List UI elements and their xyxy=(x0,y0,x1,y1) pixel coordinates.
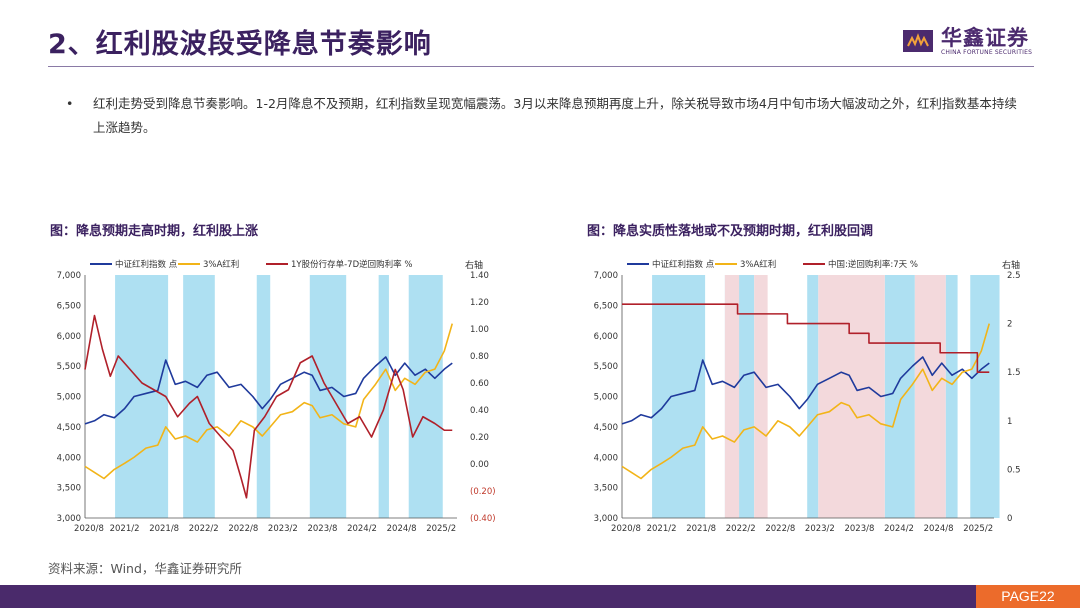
right-tick-label: 1.00 xyxy=(470,325,489,335)
x-tick-label: 2021/2 xyxy=(647,524,677,534)
legend-label-0: 中证红利指数 点 xyxy=(115,259,178,270)
right-tick-label: 2.5 xyxy=(1007,271,1021,281)
shaded-period-blue xyxy=(807,275,819,518)
x-tick-label: 2025/2 xyxy=(963,524,993,534)
series-line-1 xyxy=(84,323,454,480)
right-tick-label: 1 xyxy=(1007,417,1012,427)
shaded-period-blue xyxy=(378,275,389,518)
x-tick-label: 2021/8 xyxy=(686,524,716,534)
footer-bar xyxy=(0,585,1080,608)
shaded-period-blue xyxy=(945,275,958,518)
left-tick-label: 4,000 xyxy=(57,453,81,463)
left-tick-label: 5,000 xyxy=(57,393,81,403)
shaded-period-pink xyxy=(754,275,768,518)
right-tick-label: 0 xyxy=(1007,514,1012,524)
shaded-period-blue xyxy=(115,275,169,518)
x-tick-label: 2020/8 xyxy=(611,524,641,534)
right-tick-label: 2 xyxy=(1007,320,1012,330)
right-tick-label: 0.00 xyxy=(470,460,489,470)
brand-name-en: CHINA FORTUNE SECURITIES xyxy=(941,49,1033,56)
x-tick-label: 2024/8 xyxy=(924,524,954,534)
x-tick-label: 2023/8 xyxy=(844,524,874,534)
x-tick-label: 2023/2 xyxy=(805,524,835,534)
left-tick-label: 4,500 xyxy=(594,423,618,433)
shaded-period-blue xyxy=(256,275,271,518)
x-tick-label: 2022/8 xyxy=(228,524,258,534)
brand-logo: 华鑫证券 CHINA FORTUNE SECURITIES xyxy=(903,22,1043,60)
right-tick-label: 0.80 xyxy=(470,352,489,362)
chart-1: 3,000 3,500 4,000 4,500 5,000 5,500 6,000 6,500… xyxy=(57,259,496,534)
page-number: PAGE22 xyxy=(976,585,1080,608)
x-tick-label: 2024/8 xyxy=(387,524,417,534)
right-axis-label: 右轴 xyxy=(1002,259,1020,271)
page-title: 2、红利股波段受降息节奏影响 xyxy=(48,29,432,60)
x-tick-label: 2025/2 xyxy=(426,524,456,534)
left-tick-label: 6,000 xyxy=(594,332,618,342)
x-tick-label: 2023/8 xyxy=(307,524,337,534)
right-tick-label: 0.60 xyxy=(470,379,489,389)
right-tick-label: 0.5 xyxy=(1007,465,1021,475)
shaded-period-blue xyxy=(408,275,443,518)
shaded-period-blue xyxy=(309,275,347,518)
shaded-period-blue xyxy=(652,275,706,518)
left-tick-label: 6,500 xyxy=(57,301,81,311)
chart-2: 3,000 3,500 4,000 4,500 5,000 5,500 6,000 6,500… xyxy=(594,259,1021,534)
left-tick-label: 4,000 xyxy=(594,453,618,463)
left-tick-label: 3,500 xyxy=(594,484,618,494)
title-divider xyxy=(48,66,1034,67)
right-tick-label: 1.5 xyxy=(1007,368,1021,378)
series-line-2 xyxy=(84,314,453,499)
brand-mark-icon xyxy=(903,30,933,52)
legend-label-1: 3%A红利 xyxy=(740,259,776,270)
chart-1-title: 图：降息预期走高时期，红利股上涨 xyxy=(50,224,259,239)
right-tick-label: 0.20 xyxy=(470,433,489,443)
x-tick-label: 2020/8 xyxy=(74,524,104,534)
series-line-2 xyxy=(622,303,990,373)
x-tick-label: 2024/2 xyxy=(347,524,377,534)
summary-text: 红利走势受到降息节奏影响。1-2月降息不及预期，红利指数呈现宽幅震荡。3月以来降… xyxy=(93,96,1017,135)
shaded-period-blue xyxy=(884,275,915,518)
x-tick-label: 2022/2 xyxy=(189,524,219,534)
bullet-marker: • xyxy=(66,96,74,111)
brand-name: 华鑫证券 xyxy=(941,26,1029,50)
left-tick-label: 6,500 xyxy=(594,301,618,311)
right-tick-label: 1.20 xyxy=(470,298,489,308)
x-tick-label: 2022/8 xyxy=(765,524,795,534)
left-tick-label: 6,000 xyxy=(57,332,81,342)
right-axis-label: 右轴 xyxy=(465,259,483,271)
shaded-period-blue xyxy=(970,275,1000,518)
x-tick-label: 2023/2 xyxy=(268,524,298,534)
shaded-period-pink xyxy=(818,275,885,518)
left-tick-label: 3,500 xyxy=(57,484,81,494)
left-tick-label: 3,000 xyxy=(594,514,618,524)
x-tick-label: 2021/8 xyxy=(149,524,179,534)
x-tick-label: 2022/2 xyxy=(726,524,756,534)
left-tick-label: 3,000 xyxy=(57,514,81,524)
x-tick-label: 2021/2 xyxy=(110,524,140,534)
left-tick-label: 5,000 xyxy=(594,393,618,403)
legend-label-2: 中国:逆回购利率:7天 % xyxy=(828,259,918,270)
right-tick-label: (0.20) xyxy=(470,487,496,497)
series-line-0 xyxy=(621,356,990,425)
left-tick-label: 7,000 xyxy=(57,271,81,281)
left-tick-label: 5,500 xyxy=(594,362,618,372)
series-line-1 xyxy=(621,323,991,480)
right-tick-label: 0.40 xyxy=(470,406,489,416)
legend-label-0: 中证红利指数 点 xyxy=(652,259,715,270)
shaded-period-blue xyxy=(183,275,215,518)
right-tick-label: (0.40) xyxy=(470,514,496,524)
series-line-0 xyxy=(84,356,453,425)
source-note: 资料来源：Wind，华鑫证券研究所 xyxy=(48,561,242,576)
legend-label-2: 1Y股份行存单-7D逆回购利率 % xyxy=(291,259,412,270)
left-tick-label: 7,000 xyxy=(594,271,618,281)
left-tick-label: 5,500 xyxy=(57,362,81,372)
chart-2-title: 图：降息实质性落地或不及预期时期，红利股回调 xyxy=(587,224,874,239)
shaded-period-pink xyxy=(724,275,740,518)
right-tick-label: 1.40 xyxy=(470,271,489,281)
left-tick-label: 4,500 xyxy=(57,423,81,433)
shaded-period-pink xyxy=(914,275,946,518)
legend-label-1: 3%A红利 xyxy=(203,259,239,270)
x-tick-label: 2024/2 xyxy=(884,524,914,534)
